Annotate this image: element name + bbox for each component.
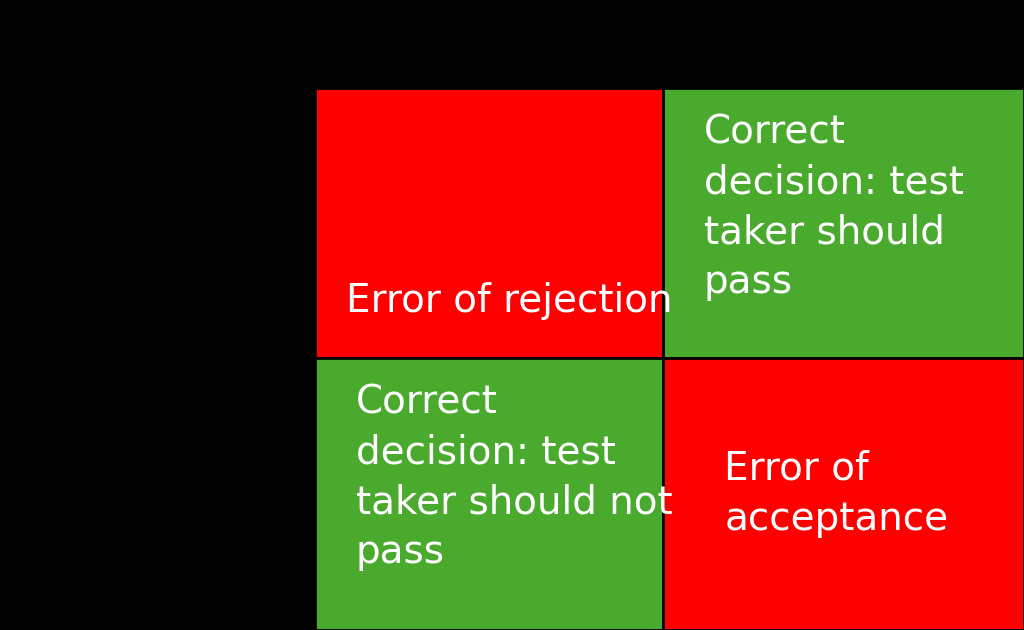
Text: Correct
decision: test
taker should not
pass: Correct decision: test taker should not … [356,383,673,571]
Bar [315,88,663,358]
Text: Error of
acceptance: Error of acceptance [724,450,948,538]
Bar [663,88,1024,358]
Text: Error of rejection: Error of rejection [346,282,672,320]
Bar [315,358,663,630]
Text: Correct
decision: test
taker should
pass: Correct decision: test taker should pass [703,113,964,301]
Bar [663,358,1024,630]
